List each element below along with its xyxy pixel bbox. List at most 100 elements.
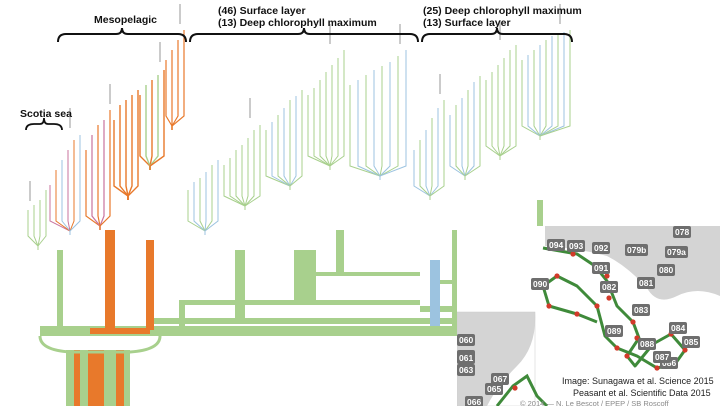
tree-branch (325, 72, 331, 170)
group-bracket (421, 27, 573, 43)
trunk-stripe (74, 350, 80, 406)
tree-branch (499, 45, 517, 160)
map-station-dot (630, 319, 636, 325)
tree-branch (244, 125, 261, 210)
map-station-dot (624, 353, 630, 359)
map-station-label: 065 (485, 383, 504, 395)
map-station-dot (554, 273, 560, 279)
tree-branch (533, 50, 541, 140)
map-station-label: 080 (657, 264, 676, 276)
tree-connector (180, 300, 420, 305)
leaf-label-mark (159, 42, 161, 62)
map-station-label: 079b (625, 244, 649, 256)
tree-branch (204, 160, 219, 235)
tree-branch (241, 145, 246, 210)
leaf-label-mark (109, 84, 111, 104)
map-station-label: 090 (531, 278, 550, 290)
label-surface-layer: (46) Surface layer (218, 5, 306, 17)
map-station-label: 066 (465, 396, 484, 406)
tree-branch (127, 95, 133, 200)
tree-branch (244, 138, 249, 210)
tree-stem (57, 250, 63, 330)
tree-branch (429, 100, 445, 200)
tree-branch (329, 50, 345, 170)
tree-branch (464, 82, 475, 180)
tree-branch (289, 90, 303, 190)
tree-branch (329, 58, 339, 170)
map-station-dot (570, 251, 576, 257)
tree-branch (464, 76, 481, 180)
tree-branch (37, 190, 47, 250)
tree-branch (413, 150, 431, 200)
map-station-label: 078 (673, 226, 692, 238)
leaf-label-mark (559, 4, 561, 24)
tree-branch (99, 120, 105, 230)
tree-branch (499, 50, 511, 160)
tree-branch (329, 65, 333, 170)
tree-branch (204, 172, 207, 235)
tree-branch (319, 80, 331, 170)
map-station-label: 093 (567, 240, 586, 252)
tree-branch (497, 65, 501, 160)
leaf-label-mark (69, 108, 71, 128)
tree-branch (379, 66, 383, 180)
tree-branch (491, 72, 501, 160)
tree-stem (105, 230, 115, 330)
map-station-dot (606, 295, 612, 301)
map-station-label: 083 (632, 304, 651, 316)
map-station-label: 082 (600, 281, 619, 293)
tree-branch (461, 98, 466, 180)
map-station-label: 087 (653, 351, 672, 363)
tree-branch (539, 40, 547, 140)
tree-branch (379, 50, 407, 180)
tree-branch (425, 130, 431, 200)
label-surface-dcm: (13) Deep chlorophyll maximum (218, 17, 377, 29)
tree-branch (139, 95, 151, 170)
map-station-label: 061 (457, 352, 476, 364)
label-mesopelagic: Mesopelagic (94, 14, 158, 26)
map-station-label: 091 (592, 262, 611, 274)
map-station-label: 088 (638, 338, 657, 350)
tree-branch (357, 80, 381, 180)
map-inset-frame (457, 311, 536, 406)
tree-stem (452, 230, 458, 326)
tree-branch (289, 96, 297, 190)
map-station-dot (594, 303, 600, 309)
map-station-label: 060 (457, 334, 476, 346)
tree-branch (449, 115, 466, 180)
credit-image: Image: Sunagawa et al. Science 2015 (562, 376, 714, 386)
tree-branch (165, 60, 173, 130)
map-station-dot (614, 345, 620, 351)
tree-connector (90, 328, 150, 334)
tree-branch (149, 75, 159, 170)
tree-connector (150, 318, 460, 324)
tree-branch (464, 90, 469, 180)
map-station-label: 084 (669, 322, 688, 334)
tree-branch (171, 40, 179, 130)
tree-branch (244, 130, 255, 210)
map-station-dot (654, 365, 660, 371)
tree-branch (69, 140, 75, 235)
tree-branch (379, 56, 399, 180)
tree-branch (127, 90, 139, 200)
map-station-dot (546, 303, 552, 309)
tree-branch (499, 58, 505, 160)
tree-branches (27, 30, 571, 250)
leaf-label-mark (249, 98, 251, 118)
leaf-label-mark (439, 74, 441, 94)
tree-branch (27, 210, 39, 250)
map-station-label: 092 (592, 242, 611, 254)
tree-branch (171, 30, 185, 130)
map-station-dot (682, 347, 688, 353)
map-land (457, 312, 536, 406)
trunk-stripe (116, 350, 124, 406)
map-station-label: 079a (665, 246, 688, 258)
tree-branch (539, 34, 559, 140)
map-route (495, 373, 549, 406)
tree-stem (336, 230, 344, 275)
group-brackets (25, 27, 573, 131)
group-bracket (189, 27, 419, 43)
leaf-label-mark (29, 181, 31, 201)
map-station-dot (512, 385, 518, 391)
label-deep-chlorophyll: (25) Deep chlorophyll maximum (423, 5, 582, 17)
